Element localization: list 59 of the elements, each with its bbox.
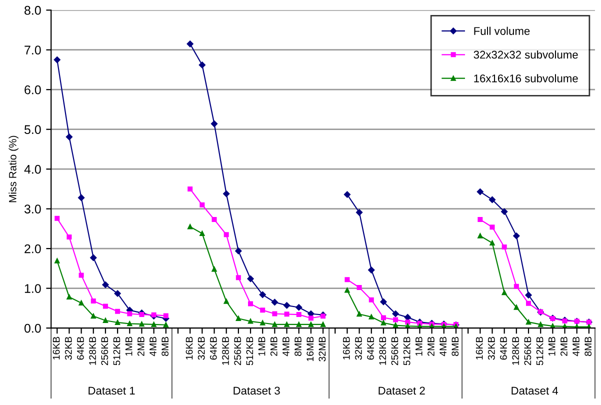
text: Dataset 4 [512, 386, 558, 395]
x-tick-label: 1MB [258, 336, 266, 356]
x-tick-label: 512KB [246, 336, 254, 366]
y-axis-title: Miss Ratio (%) [8, 136, 18, 202]
x-tick-label: 1MB [548, 336, 556, 356]
y-tick-label: 4.0 [24, 164, 41, 174]
y-tick-label: 8.0 [24, 6, 41, 15]
x-tick-label: 128KB [89, 336, 96, 365]
x-tick-label: 16KB [186, 336, 193, 360]
x-tick-label: 128KB [512, 336, 520, 365]
x-tick-label: 256KB [391, 336, 398, 366]
x-tick-label: 32KB [198, 336, 205, 360]
x-tick-label: 8MB [584, 336, 592, 356]
x-tick-label: 4MB [282, 336, 290, 356]
x-tick-label: 8MB [162, 336, 169, 356]
x-tick-label: 1MB [125, 336, 132, 356]
x-tick-label: 64KB [500, 336, 507, 360]
y-tick-label: 3.0 [24, 204, 41, 214]
x-tick-label: 512KB [403, 336, 410, 366]
x-tick-label: 32KB [488, 336, 495, 360]
x-tick-label: 1MB [416, 336, 422, 356]
x-tick-label: 16KB [52, 336, 60, 360]
x-tick-label: 16MB [306, 336, 314, 362]
text: Dataset 3 [234, 386, 280, 395]
legend-label: Full volume [474, 26, 530, 35]
x-tick-label: 4MB [440, 336, 446, 356]
y-tick-label: 2.0 [24, 244, 41, 254]
x-tick-label: 32MB [318, 336, 326, 362]
x-tick-label: 2MB [270, 336, 278, 356]
x-tick-label: 32KB [355, 336, 362, 360]
x-tick-label: 64KB [77, 336, 84, 360]
legend-label: 32x32x32 subvolume [474, 50, 578, 59]
x-tick-label: 512KB [536, 336, 544, 366]
x-tick-label: 2MB [560, 336, 568, 356]
text: Dataset 1 [88, 386, 135, 395]
y-tick-label: 0.0 [24, 324, 41, 333]
x-tick-label: 128KB [379, 336, 386, 365]
x-tick-label: 2MB [137, 336, 144, 356]
y-tick-label: 1.0 [24, 284, 41, 293]
y-tick-label: 7.0 [24, 46, 41, 55]
x-tick-label: 8MB [452, 336, 459, 356]
x-tick-label: 8MB [294, 336, 302, 356]
x-tick-label: 256KB [101, 336, 108, 366]
x-tick-label: 64KB [210, 336, 217, 360]
x-tick-label: 256KB [524, 336, 532, 366]
legend-label: 16x16x16 subvolume [474, 74, 578, 82]
x-tick-label: 2MB [428, 336, 434, 356]
x-tick-label: 4MB [572, 336, 580, 356]
y-tick-label: 5.0 [24, 125, 41, 134]
x-tick-label: 64KB [367, 336, 374, 360]
y-tick-label: 6.0 [24, 85, 41, 94]
x-tick-label: 256KB [234, 336, 242, 366]
x-tick-label: 512KB [113, 336, 120, 366]
x-tick-label: 16KB [476, 336, 483, 360]
x-tick-label: 16KB [342, 336, 350, 360]
x-tick-label: 128KB [222, 336, 229, 365]
text: Dataset 2 [378, 386, 425, 395]
x-tick-label: 32KB [64, 336, 72, 360]
x-tick-label: 4MB [150, 336, 156, 356]
